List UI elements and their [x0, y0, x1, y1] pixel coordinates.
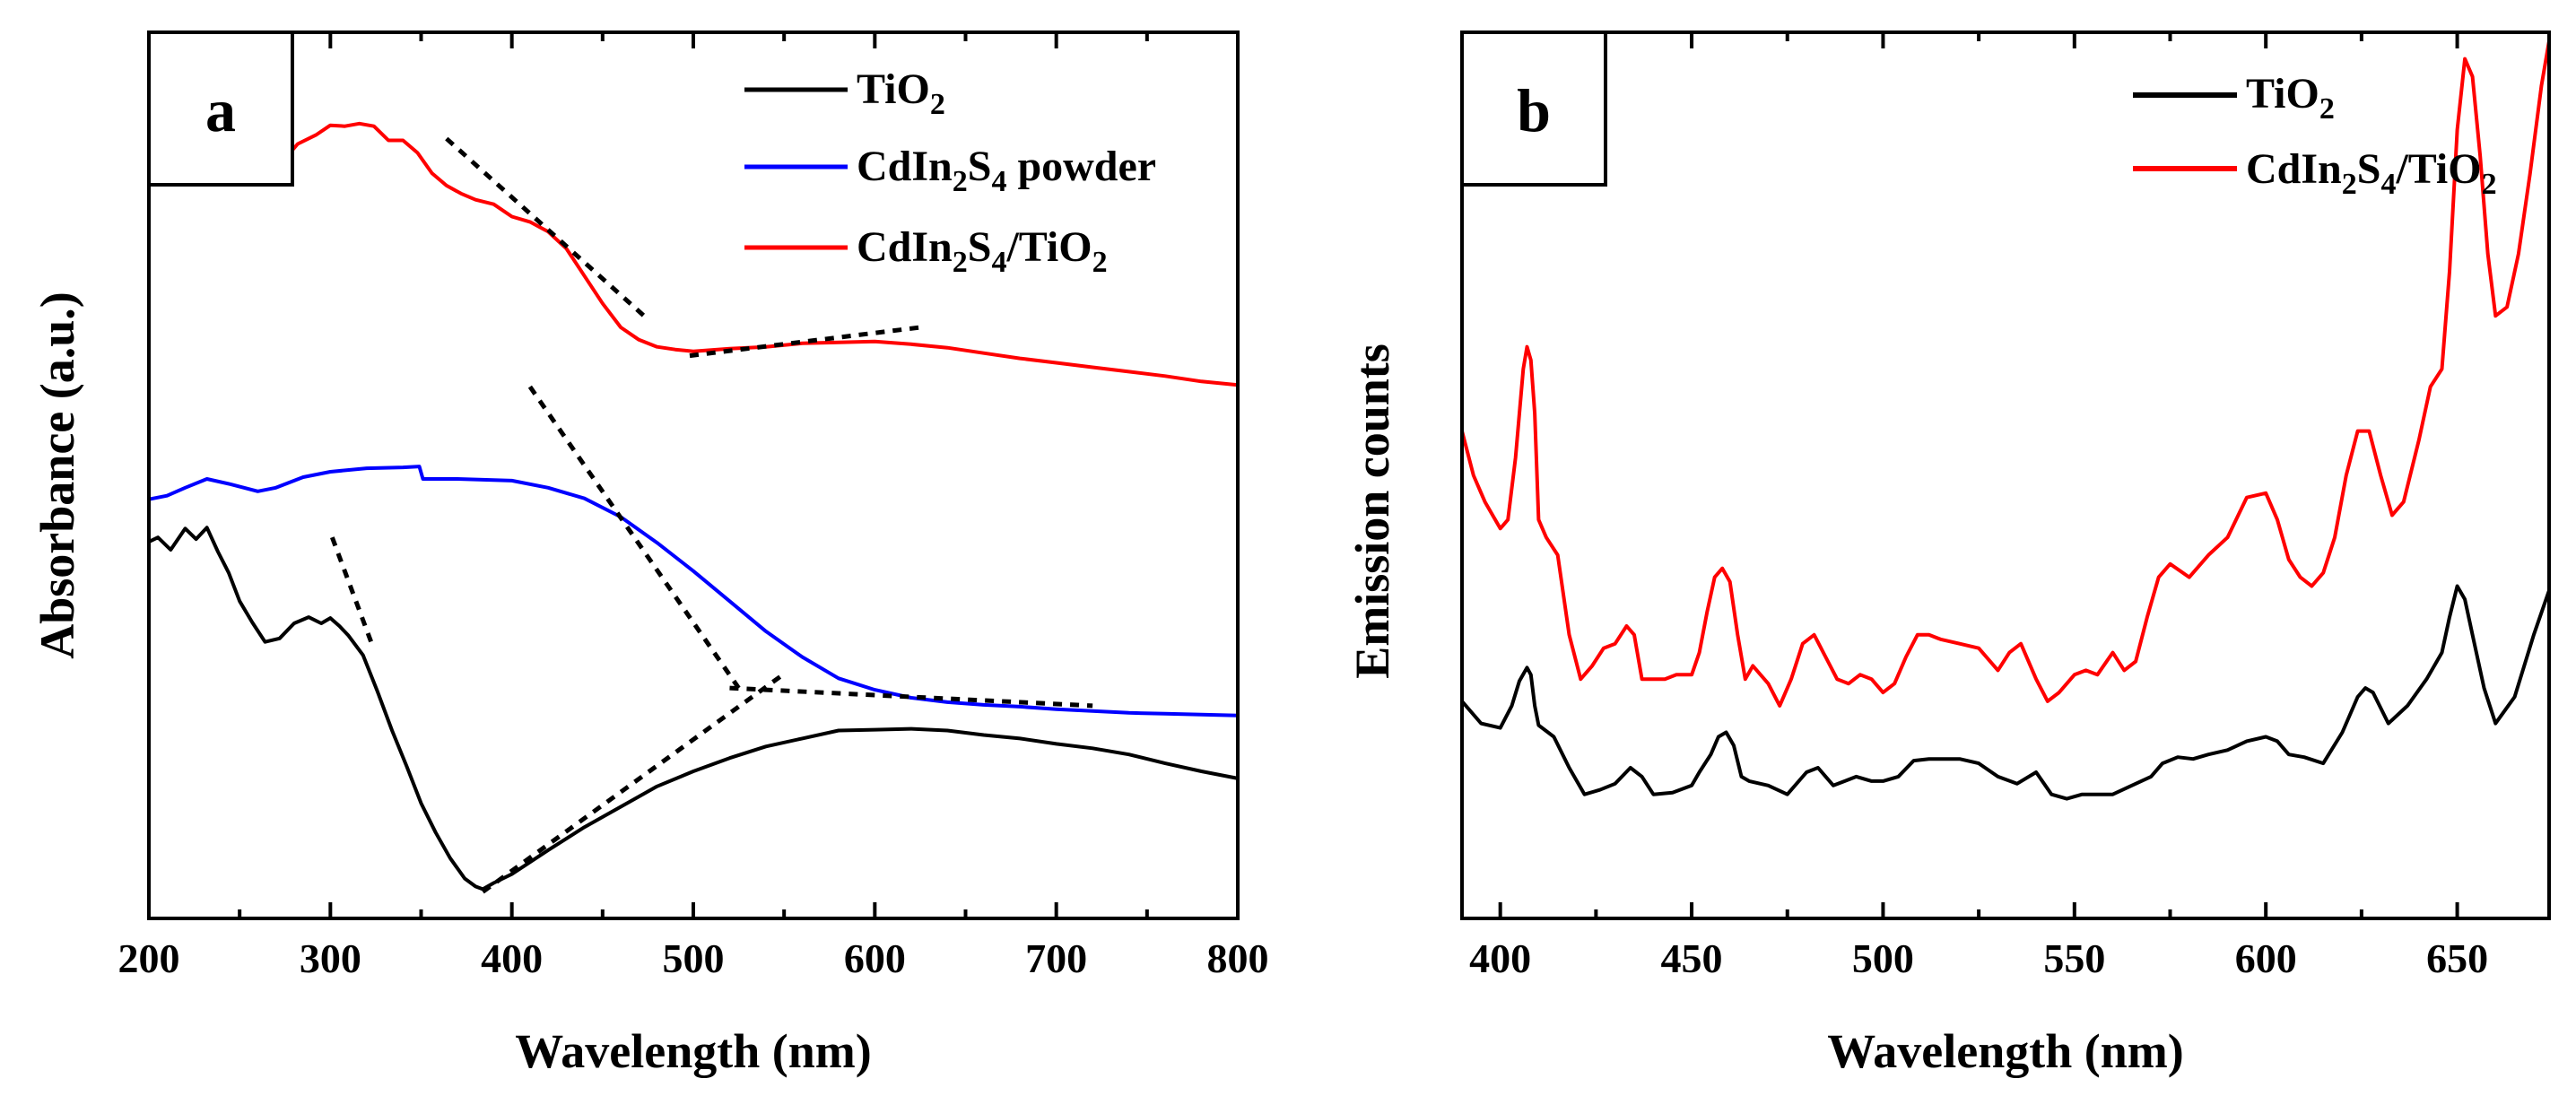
panel-b-x-tick-label: 550 — [2043, 935, 2105, 981]
panel-a-legend-item-tio2: TiO2 — [744, 65, 945, 121]
panel-b-plot-frame — [1460, 30, 2551, 920]
panel-a-x-tick-label: 800 — [1207, 935, 1269, 981]
panel-a-tag: a — [205, 76, 236, 144]
panel-b-series-line-tio2 — [1460, 584, 2551, 801]
panel-a-series-line-cdin2s4-powder — [147, 465, 1240, 718]
panel-b-x-tick-label: 400 — [1469, 935, 1531, 981]
panel-a-guide-lines — [330, 136, 1093, 894]
panel-a-legend-item-cdin2s4-powder: CdIn2S4 powder — [744, 143, 1156, 198]
panel-a-tag-box — [147, 30, 294, 187]
panel-a-tangent-line-2 — [330, 536, 375, 646]
panel-a-x-axis: 200 300 400 500 600 700 800 — [118, 32, 1269, 981]
panel-b-series-line-cdin2s4-tio2 — [1460, 39, 2551, 708]
panel-b-tag: b — [1517, 76, 1551, 144]
panel-a: 200 300 400 500 600 700 800 a Wavelength (nm) … — [30, 30, 1269, 1078]
panel-a-x-tick-label: 200 — [118, 935, 180, 981]
panel-b-legend-item-tio2: TiO2 — [2133, 70, 2335, 126]
panel-a-x-axis-title: Wavelength (nm) — [515, 1024, 872, 1078]
panel-a-legend-item-cdin2s4-tio2: CdIn2S4/TiO2 — [744, 223, 1108, 279]
panel-a-legend-label-cdin2s4-tio2: CdIn2S4/TiO2 — [857, 223, 1108, 279]
panel-b: 400 450 500 550 600 650 b Wavelength (nm) Emi… — [1345, 30, 2551, 1078]
panel-b-series-group — [1460, 39, 2551, 801]
panel-a-tangent-line-3 — [527, 385, 741, 690]
panel-a-legend-label-tio2: TiO2 — [857, 65, 945, 121]
panel-b-legend-label-cdin2s4-tio2: CdIn2S4/TiO2 — [2246, 145, 2497, 201]
panel-b-tag-box — [1460, 30, 1607, 187]
panel-a-legend-label-cdin2s4-powder: CdIn2S4 powder — [857, 143, 1156, 198]
panel-b-x-axis: 400 450 500 550 600 650 — [1469, 32, 2488, 981]
panel-a-tangent-line-5 — [445, 136, 650, 321]
panel-b-x-axis-title: Wavelength (nm) — [1827, 1024, 2184, 1078]
panel-a-y-axis-title: Absorbance (a.u.) — [30, 291, 84, 659]
panel-b-x-tick-label: 450 — [1661, 935, 1723, 981]
panel-a-x-tick-label: 500 — [663, 935, 725, 981]
panel-a-x-tick-label: 700 — [1025, 935, 1087, 981]
panel-a-tangent-line-1 — [481, 672, 786, 894]
panel-b-legend: TiO2 CdIn2S4/TiO2 — [2133, 70, 2497, 201]
panel-a-x-tick-label: 300 — [300, 935, 361, 981]
panel-a-legend: TiO2 CdIn2S4 powder CdIn2S4/TiO2 — [744, 65, 1156, 279]
panel-a-x-tick-label: 600 — [844, 935, 906, 981]
panel-b-x-tick-label: 650 — [2426, 935, 2488, 981]
panel-a-series-line-tio2 — [147, 526, 1240, 892]
panel-b-x-tick-label: 500 — [1852, 935, 1914, 981]
panel-b-x-tick-label: 600 — [2235, 935, 2297, 981]
panel-a-tangent-line-6 — [689, 325, 921, 359]
panel-b-legend-item-cdin2s4-tio2: CdIn2S4/TiO2 — [2133, 145, 2497, 201]
panel-a-x-tick-label: 400 — [481, 935, 543, 981]
panel-b-y-axis-title: Emission counts — [1345, 344, 1399, 679]
panel-b-legend-label-tio2: TiO2 — [2246, 70, 2335, 126]
